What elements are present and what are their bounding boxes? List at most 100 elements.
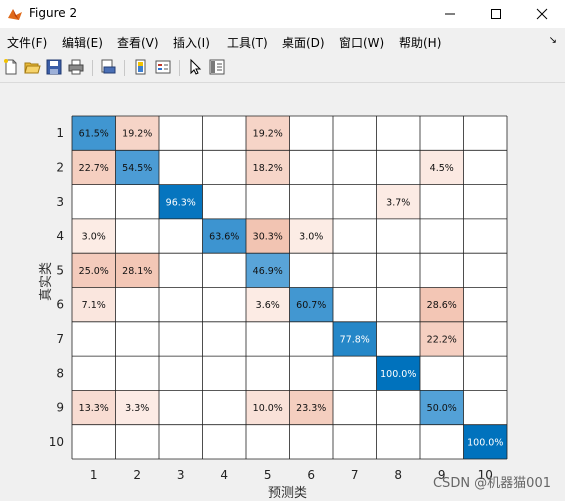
minimize-button[interactable]: [427, 0, 473, 28]
heatmap-cell: [202, 218, 246, 254]
cell-value-label: 10.0%: [253, 403, 283, 414]
heatmap-cell: [289, 218, 333, 254]
y-tick-label: 4: [56, 229, 64, 243]
heatmap-cell: [72, 287, 116, 322]
heatmap-cell: [420, 390, 464, 425]
heatmap-cell: [115, 150, 159, 185]
colorbar-icon[interactable]: [132, 58, 150, 76]
cell-value-label: 19.2%: [253, 129, 283, 140]
save-icon[interactable]: [45, 58, 63, 76]
pointer-icon[interactable]: [186, 58, 204, 76]
menu-help[interactable]: 帮助(H): [399, 36, 442, 50]
legend-icon[interactable]: [154, 58, 172, 76]
heatmap-cell: [246, 253, 290, 288]
cell-value-label: 25.0%: [79, 266, 109, 277]
toolbar-separator: [92, 60, 93, 76]
watermark: CSDN @机器猫001: [432, 476, 551, 491]
heatmap-cell: [72, 116, 116, 151]
cell-value-label: 22.2%: [427, 334, 457, 345]
heatmap-cell: [115, 116, 159, 151]
print-preview-icon[interactable]: [99, 58, 117, 76]
y-tick-label: 9: [56, 401, 64, 415]
heatmap-cell: [333, 321, 377, 357]
cell-value-label: 19.2%: [122, 129, 152, 140]
cell-value-label: 77.8%: [340, 334, 370, 345]
heatmap-cell: [246, 150, 290, 185]
open-file-icon[interactable]: [23, 58, 41, 76]
heatmap-cell: [420, 287, 464, 322]
property-inspector-icon[interactable]: [208, 58, 226, 76]
cell-value-label: 7.1%: [82, 300, 106, 311]
menu-bar: 文件(F) 编辑(E) 查看(V) 插入(I) 工具(T) 桌面(D) 窗口(W…: [0, 30, 565, 52]
cell-value-label: 63.6%: [209, 232, 239, 243]
y-axis-label: 真实类: [39, 261, 55, 302]
menu-insert[interactable]: 插入(I): [173, 36, 210, 50]
window-title: Figure 2: [29, 6, 78, 20]
cell-value-label: 50.0%: [427, 403, 457, 414]
x-tick-label: 2: [133, 468, 141, 482]
toolbar-separator: [179, 60, 180, 76]
heatmap-cell: [72, 150, 116, 185]
heatmap-cell: [289, 390, 333, 425]
print-icon[interactable]: [67, 58, 85, 76]
heatmap-cell: [289, 287, 333, 322]
cell-value-label: 54.5%: [122, 163, 152, 174]
menu-view[interactable]: 查看(V): [117, 36, 159, 50]
y-tick-label: 2: [56, 160, 64, 174]
maximize-button[interactable]: [473, 0, 519, 28]
x-tick-label: 3: [177, 468, 185, 482]
cell-value-label: 23.3%: [296, 403, 326, 414]
cell-value-label: 3.0%: [82, 232, 106, 243]
cell-value-label: 3.7%: [386, 197, 410, 208]
heatmap-cell: [246, 287, 290, 322]
close-icon: [536, 8, 548, 20]
confusion-matrix-heatmap: 61.5% 19.2% 19.2% 22.7% 54.5% 18.2% 4.5% 96.3% 3…: [49, 115, 508, 482]
maximize-icon: [491, 9, 501, 19]
cell-value-label: 22.7%: [79, 163, 109, 174]
matlab-icon: [8, 9, 22, 20]
cell-value-label: 100.0%: [467, 437, 503, 448]
y-tick-label: 8: [56, 366, 64, 380]
x-tick-label: 10: [478, 468, 493, 482]
x-axis-label: 预测类: [268, 486, 308, 501]
x-tick-label: 6: [307, 468, 315, 482]
heatmap-cell: [420, 150, 464, 185]
cell-value-label: 4.5%: [430, 163, 454, 174]
menu-desktop[interactable]: 桌面(D): [282, 36, 325, 50]
cell-value-label: 3.0%: [299, 232, 323, 243]
toolbar-separator: [124, 60, 125, 76]
menu-file[interactable]: 文件(F): [7, 36, 48, 50]
y-tick-label: 5: [56, 263, 64, 277]
cell-value-label: 28.1%: [122, 266, 152, 277]
toolbar: [0, 54, 565, 83]
cell-value-label: 60.7%: [296, 300, 326, 311]
heatmap-cell: [246, 390, 290, 425]
title-bar: Figure 2: [0, 0, 565, 28]
heatmap-cell: [376, 184, 420, 219]
menu-dock-arrow-icon[interactable]: ↘: [548, 35, 557, 46]
cell-value-label: 30.3%: [253, 232, 283, 243]
x-tick-label: 9: [438, 468, 446, 482]
heatmap-cell: [246, 218, 290, 254]
x-tick-label: 4: [220, 468, 228, 482]
menu-window[interactable]: 窗口(W): [339, 36, 385, 50]
heatmap-cell: [420, 321, 464, 357]
x-tick-label: 8: [394, 468, 402, 482]
cell-value-label: 46.9%: [253, 266, 283, 277]
heatmap-cell: [159, 184, 203, 219]
cell-value-label: 61.5%: [79, 129, 109, 140]
heatmap-cell: [72, 390, 116, 425]
menu-edit[interactable]: 编辑(E): [62, 36, 103, 50]
y-tick-label: 10: [49, 435, 64, 449]
x-tick-label: 1: [90, 468, 98, 482]
cell-value-label: 3.3%: [125, 403, 149, 414]
x-tick-label: 7: [351, 468, 359, 482]
close-button[interactable]: [519, 0, 565, 28]
menu-tools[interactable]: 工具(T): [227, 36, 268, 50]
cell-value-label: 18.2%: [253, 163, 283, 174]
heatmap-cell: [376, 356, 420, 391]
cell-value-label: 100.0%: [380, 369, 416, 380]
heatmap-cell: [115, 390, 159, 425]
new-figure-icon[interactable]: [2, 58, 20, 76]
heatmap-cell: [463, 424, 507, 459]
